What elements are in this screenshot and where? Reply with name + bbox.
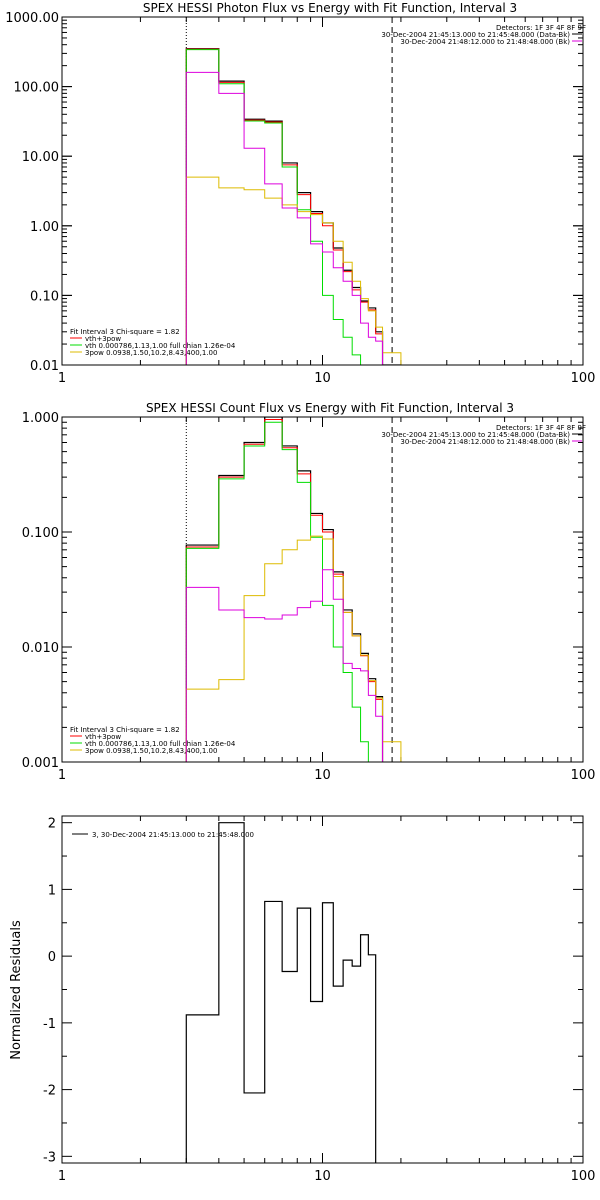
count-xtick-label: 1 [58, 768, 66, 783]
residuals-xtick-label: 100 [571, 1169, 596, 1184]
photon-fit-label: Fit Interval 3 Chi-square = 1.82 [70, 328, 180, 336]
photon-ytick-label: 1.00 [30, 220, 59, 235]
residuals-legend-label: 3, 30-Dec-2004 21:45:13.000 to 21:45:48.… [92, 831, 254, 839]
count-ticks: 1 10 100 1.000 0.100 0.010 0.001 [22, 411, 596, 783]
residuals-panel: Normalized Residuals 3, 30-Dec-2004 21:4… [9, 815, 596, 1184]
residuals-xtick-label: 10 [314, 1169, 331, 1184]
count-ytick-label: 0.010 [22, 641, 59, 656]
photon-series-3 [185, 176, 402, 365]
residuals-ytick-label: 1 [48, 883, 56, 898]
photon-xtick-label: 1 [58, 371, 66, 386]
count-series-3 [185, 535, 402, 762]
photon-ytick-label: 10.00 [22, 150, 59, 165]
count-ytick-label: 0.001 [22, 756, 59, 771]
residuals-series-0 [185, 822, 377, 1163]
photon-xtick-label: 100 [571, 371, 596, 386]
residuals-ytick-label: -1 [43, 1017, 56, 1032]
count-plot-frame [61, 416, 584, 763]
photon-series-4 [185, 71, 390, 365]
photon-legend-top-1: 30-Dec-2004 21:48:12.000 to 21:48:48.000… [400, 38, 570, 46]
residuals-xtick-label: 1 [58, 1169, 66, 1184]
photon-ticks: 1 10 100 1000.00 100.00 10.00 1.00 0.10 0.01 [5, 11, 595, 386]
residuals-ylabel: Normalized Residuals [9, 920, 24, 1060]
count-series-group [185, 417, 402, 762]
count-series-4 [185, 569, 384, 762]
residuals-ytick-label: -3 [43, 1150, 56, 1165]
count-flux-title: SPEX HESSI Count Flux vs Energy with Fit… [146, 401, 514, 415]
photon-legend-bottom-0: vth+3pow [85, 335, 121, 343]
count-fit-label: Fit Interval 3 Chi-square = 1.82 [70, 726, 180, 734]
photon-ytick-label: 100.00 [14, 81, 60, 96]
count-ytick-label: 0.100 [22, 526, 59, 541]
residuals-plot-frame [61, 815, 584, 1164]
count-legend-bottom-0: vth+3pow [85, 733, 121, 741]
count-legend-bottom-1: vth 0.000786,1.13,1.00 full chian 1.26e-… [85, 740, 236, 748]
count-legend-bottom-2: 3pow 0.0938,1.50,10.2,8.43,400,1.00 [85, 747, 217, 755]
photon-ytick-label: 0.01 [30, 359, 59, 374]
photon-legend-bottom-2: 3pow 0.0938,1.50,10.2,8.43,400,1.00 [85, 349, 217, 357]
photon-ytick-label: 1000.00 [5, 11, 59, 26]
photon-legend-bottom-1: vth 0.000786,1.13,1.00 full chian 1.26e-… [85, 342, 236, 350]
photon-series-2 [185, 49, 362, 365]
photon-plot-frame [61, 16, 584, 366]
photon-series-group [185, 48, 402, 365]
count-legend-top-1: 30-Dec-2004 21:48:12.000 to 21:48:48.000… [400, 438, 570, 446]
photon-detectors-label: Detectors: 1F 3F 4F 8F 9F [496, 24, 586, 32]
photon-ytick-label: 0.10 [30, 289, 59, 304]
residuals-ytick-label: 2 [48, 817, 56, 832]
count-series-2 [185, 421, 369, 762]
residuals-ytick-label: -2 [43, 1084, 56, 1099]
count-xtick-label: 10 [314, 768, 331, 783]
residuals-ytick-label: 0 [48, 950, 56, 965]
photon-flux-title: SPEX HESSI Photon Flux vs Energy with Fi… [143, 1, 517, 15]
count-legend-top-0: 30-Dec-2004 21:45:13.000 to 21:45:48.000… [381, 431, 570, 439]
count-flux-panel: SPEX HESSI Count Flux vs Energy with Fit… [22, 401, 596, 783]
photon-flux-panel: SPEX HESSI Photon Flux vs Energy with Fi… [5, 1, 595, 386]
count-ytick-label: 1.000 [22, 411, 59, 426]
count-detectors-label: Detectors: 1F 3F 4F 8F 9F [496, 424, 586, 432]
photon-legend-top-0: 30-Dec-2004 21:45:13.000 to 21:45:48.000… [381, 31, 570, 39]
residuals-series-group [185, 822, 377, 1163]
photon-xtick-label: 10 [314, 371, 331, 386]
count-xtick-label: 100 [571, 768, 596, 783]
